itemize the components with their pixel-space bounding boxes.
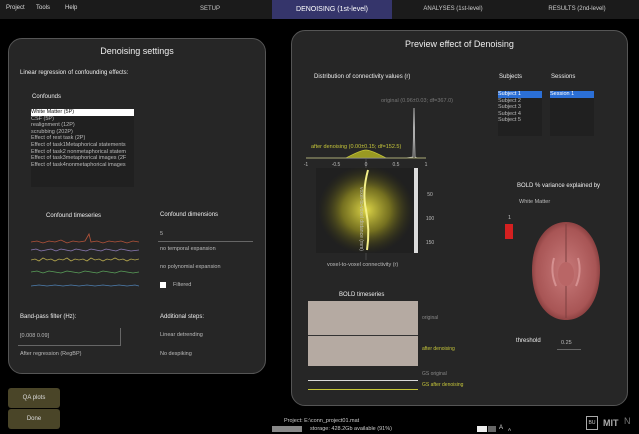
x-axis-label: voxel-to-voxel connectivity (r) [327, 262, 399, 268]
x-tick: 1 [425, 162, 428, 168]
x-tick: -0.5 [332, 162, 341, 168]
list-item[interactable]: White Matter (5P) [31, 109, 134, 116]
input-edge [120, 328, 121, 346]
color-toggle-dark[interactable] [488, 426, 496, 432]
colorbar [505, 224, 513, 239]
timeseries-separator [308, 335, 418, 336]
brain-map [532, 222, 600, 320]
menu-project[interactable]: Project [6, 5, 25, 11]
filtered-checkbox[interactable] [160, 282, 166, 288]
confound-timeseries-label: Confound timeseries [46, 213, 102, 219]
list-item[interactable]: scrubbing (202P) [31, 128, 73, 135]
list-item[interactable]: Effect of rest task (2P) [31, 135, 86, 142]
colorbar-value: 1 [508, 215, 512, 221]
gs-original-line [308, 380, 418, 381]
list-item[interactable]: Effect of task3metaphorical images (2F [31, 155, 127, 162]
despiking-select[interactable]: No despiking [160, 351, 192, 357]
qa-plots-button[interactable]: QA plots [8, 388, 60, 408]
list-item[interactable]: Effect of task1Metaphorical statements [31, 141, 126, 148]
menu-help[interactable]: Help [65, 5, 78, 11]
x-tick: 0.5 [393, 162, 400, 168]
done-button[interactable]: Done [8, 409, 60, 429]
storage-bar [272, 426, 302, 432]
distribution-label: Distribution of connectivity values (r) [314, 74, 411, 80]
divider [18, 345, 121, 346]
subjects-list[interactable]: Subject 1 Subject 2 Subject 3 Subject 4 … [498, 91, 542, 136]
list-item[interactable]: Subject 5 [498, 117, 521, 124]
bold-timeseries-plot [308, 301, 418, 366]
list-item[interactable]: Effect of task2 nonmetaphorical statem [31, 148, 126, 155]
list-item[interactable]: Subject 3 [498, 104, 521, 111]
tab-results[interactable]: RESULTS (2nd-level) [548, 6, 606, 12]
y-tick: 100 [426, 216, 435, 222]
confound-timeseries-plot [31, 228, 139, 294]
tab-analyses[interactable]: ANALYSES (1st-level) [423, 6, 483, 12]
y-tick: 150 [426, 240, 435, 246]
additional-steps-label: Additional steps: [160, 314, 205, 320]
tab-setup[interactable]: SETUP [199, 6, 220, 12]
confound-dimensions-label: Confound dimensions [160, 212, 219, 218]
preview-title: Preview effect of Denoising [405, 39, 514, 49]
bu-logo: BU [586, 416, 598, 430]
regression-order-select[interactable]: After regression (RegBP) [20, 351, 82, 357]
bold-variance-source: White Matter [519, 199, 551, 205]
gs-after-line [308, 389, 418, 390]
menu-tools[interactable]: Tools [36, 5, 51, 11]
divider [557, 349, 581, 350]
y-axis-label: voxel-to-voxel distance (mm) [358, 187, 364, 251]
x-tick: -1 [304, 162, 309, 168]
polynomial-expansion-select[interactable]: no polynomial expansion [160, 264, 221, 270]
list-item[interactable]: Subject 4 [498, 110, 521, 117]
gs-after-label: GS after denoising [422, 382, 464, 388]
bandpass-label: Band-pass filter (Hz): [20, 314, 77, 320]
font-smaller-button[interactable]: A [508, 427, 512, 432]
dimensions-value[interactable]: 5 [160, 231, 164, 237]
bold-timeseries-label: BOLD timeseries [339, 292, 385, 298]
y-tick: 50 [427, 192, 433, 198]
linreg-label: Linear regression of confounding effects… [20, 70, 129, 76]
list-item[interactable]: Session 1 [550, 91, 594, 98]
list-item[interactable]: Subject 1 [498, 91, 542, 98]
list-item[interactable]: realignment (12P) [31, 122, 75, 129]
connectivity-distribution-plot: -1 -0.5 0 0.5 1 50 100 150 [304, 107, 435, 260]
confounds-list[interactable]: White Matter (5P) CSF (5P) realignment (… [31, 109, 134, 187]
filtered-label: Filtered [173, 282, 192, 288]
temporal-expansion-select[interactable]: no temporal expansion [160, 246, 216, 252]
storage-text: storage: 428.2Gb available (91%) [310, 426, 392, 432]
n-logo: N [624, 416, 631, 426]
threshold-label: threshold [516, 338, 541, 344]
panel-title: Denoising settings [100, 46, 174, 56]
original-stats: original (0.96±0.03; df=367.0) [381, 98, 453, 104]
threshold-input[interactable]: 0.25 [561, 340, 572, 346]
divider [158, 241, 253, 242]
font-larger-button[interactable]: A [499, 425, 504, 431]
gs-original-label: GS original [422, 371, 447, 377]
ts-after-label: after denoising [422, 346, 455, 352]
confounds-label: Confounds [32, 94, 62, 100]
tab-denoising[interactable]: DENOISING (1st-level) [272, 0, 392, 19]
sessions-label: Sessions [551, 74, 576, 80]
list-item[interactable]: CSF (5P) [31, 115, 54, 122]
detrending-select[interactable]: Linear detrending [160, 332, 203, 338]
bandpass-input[interactable]: [0.008 0.09] [20, 333, 50, 339]
ts-original-label: original [422, 315, 439, 321]
after-stats: after denoising (0.00±0.15; df=152.5) [311, 144, 402, 150]
bold-variance-label: BOLD % variance explained by [517, 183, 601, 189]
list-item[interactable]: Effect of task4nonmetaphorical images [31, 161, 126, 168]
sessions-list[interactable]: Session 1 [550, 91, 594, 136]
x-tick: 0 [365, 162, 368, 168]
list-item[interactable]: Subject 2 [498, 97, 521, 104]
color-toggle-light[interactable] [477, 426, 487, 432]
mit-logo: MIT [603, 418, 619, 428]
project-path: Project: E:\conn_project01.mat [284, 418, 360, 424]
denoising-settings-panel [8, 38, 266, 374]
subjects-label: Subjects [499, 74, 523, 80]
